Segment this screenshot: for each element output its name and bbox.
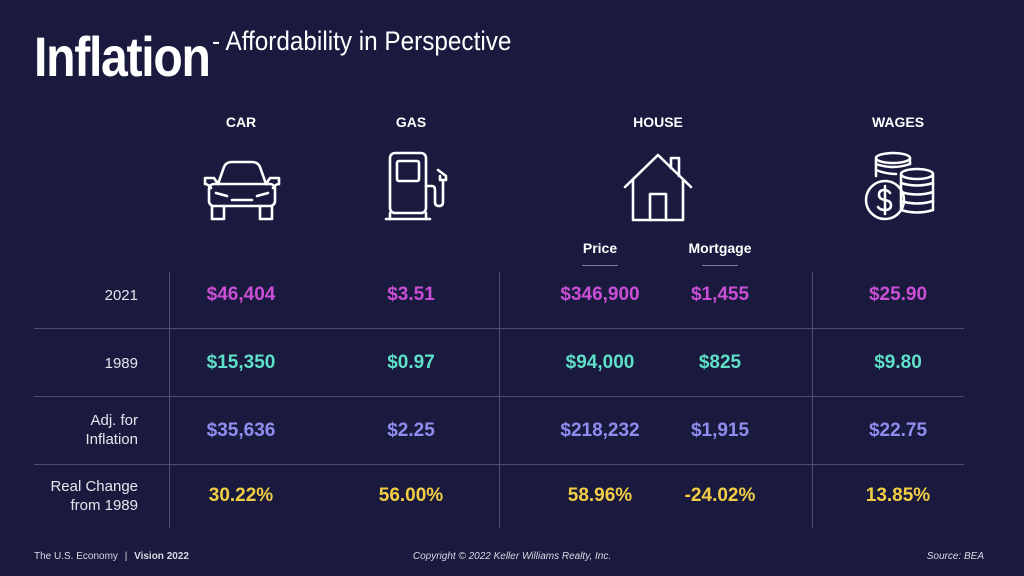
row-label-1989: 1989 [104, 355, 138, 372]
subheader-mortgage-underline [702, 265, 738, 266]
footer-left: The U.S. Economy | Vision 2022 [34, 551, 189, 562]
cell-adjusted-gas: $2.25 [387, 420, 435, 441]
column-header-wages: WAGES [871, 114, 925, 130]
footer-series: The U.S. Economy [34, 551, 118, 562]
cell-2021-house-price: $346,900 [560, 284, 640, 305]
cell-1989-gas: $0.97 [387, 352, 435, 373]
grid-vline [499, 272, 500, 528]
column-header-house: HOUSE [633, 114, 683, 130]
row-label-line: Adj. for [90, 412, 138, 429]
slide-title: Inflation [34, 24, 238, 89]
cell-adjusted-car: $35,636 [206, 420, 276, 441]
cell-adjusted-house-price: $218,232 [560, 420, 640, 441]
cell-2021-wages: $25.90 [868, 284, 928, 305]
cell-adjusted-wages: $22.75 [868, 420, 928, 441]
grid-hline [34, 396, 964, 397]
gas-pump-icon [384, 150, 454, 222]
house-icon [622, 150, 694, 222]
cell-real-change-house-price: 58.96% [567, 485, 633, 506]
cell-adjusted-house-mortgage: $1,915 [690, 420, 750, 441]
cell-2021-house-mortgage: $1,455 [690, 284, 750, 305]
car-icon [202, 158, 282, 224]
row-label-2021: 2021 [104, 287, 138, 304]
column-header-gas: GAS [395, 114, 427, 130]
cell-real-change-wages: 13.85% [865, 485, 931, 506]
grid-vline [812, 272, 813, 528]
column-header-car: CAR [225, 114, 257, 130]
row-label-line: Inflation [85, 431, 138, 448]
subheader-price-underline [582, 265, 618, 266]
footer-separator: | [124, 551, 128, 562]
coins-dollar-icon [862, 150, 936, 222]
footer-copyright: Copyright © 2022 Keller Williams Realty,… [412, 551, 612, 562]
cell-real-change-house-mortgage: -24.02% [684, 485, 756, 506]
cell-real-change-gas: 56.00% [378, 485, 444, 506]
row-label-line: from 1989 [70, 497, 138, 514]
cell-1989-car: $15,350 [206, 352, 276, 373]
subheader-price: Price [582, 240, 618, 256]
row-label-adjusted: Adj. for Inflation [20, 411, 138, 449]
row-label-real-change: Real Change from 1989 [20, 477, 138, 515]
cell-1989-wages: $9.80 [874, 352, 922, 373]
cell-1989-house-mortgage: $825 [698, 352, 742, 373]
grid-hline [34, 328, 964, 329]
row-label-line: Real Change [50, 478, 138, 495]
title-main: Inflation [34, 25, 211, 88]
title-subtitle: - Affordability in Perspective [212, 26, 512, 56]
grid-vline [169, 272, 170, 528]
cell-2021-gas: $3.51 [387, 284, 435, 305]
subheader-mortgage: Mortgage [688, 240, 752, 256]
cell-2021-car: $46,404 [206, 284, 276, 305]
footer-source: Source: BEA [926, 551, 984, 562]
footer-vision: Vision 2022 [134, 551, 189, 562]
cell-1989-house-price: $94,000 [565, 352, 635, 373]
cell-real-change-car: 30.22% [208, 485, 274, 506]
grid-hline [34, 464, 964, 465]
